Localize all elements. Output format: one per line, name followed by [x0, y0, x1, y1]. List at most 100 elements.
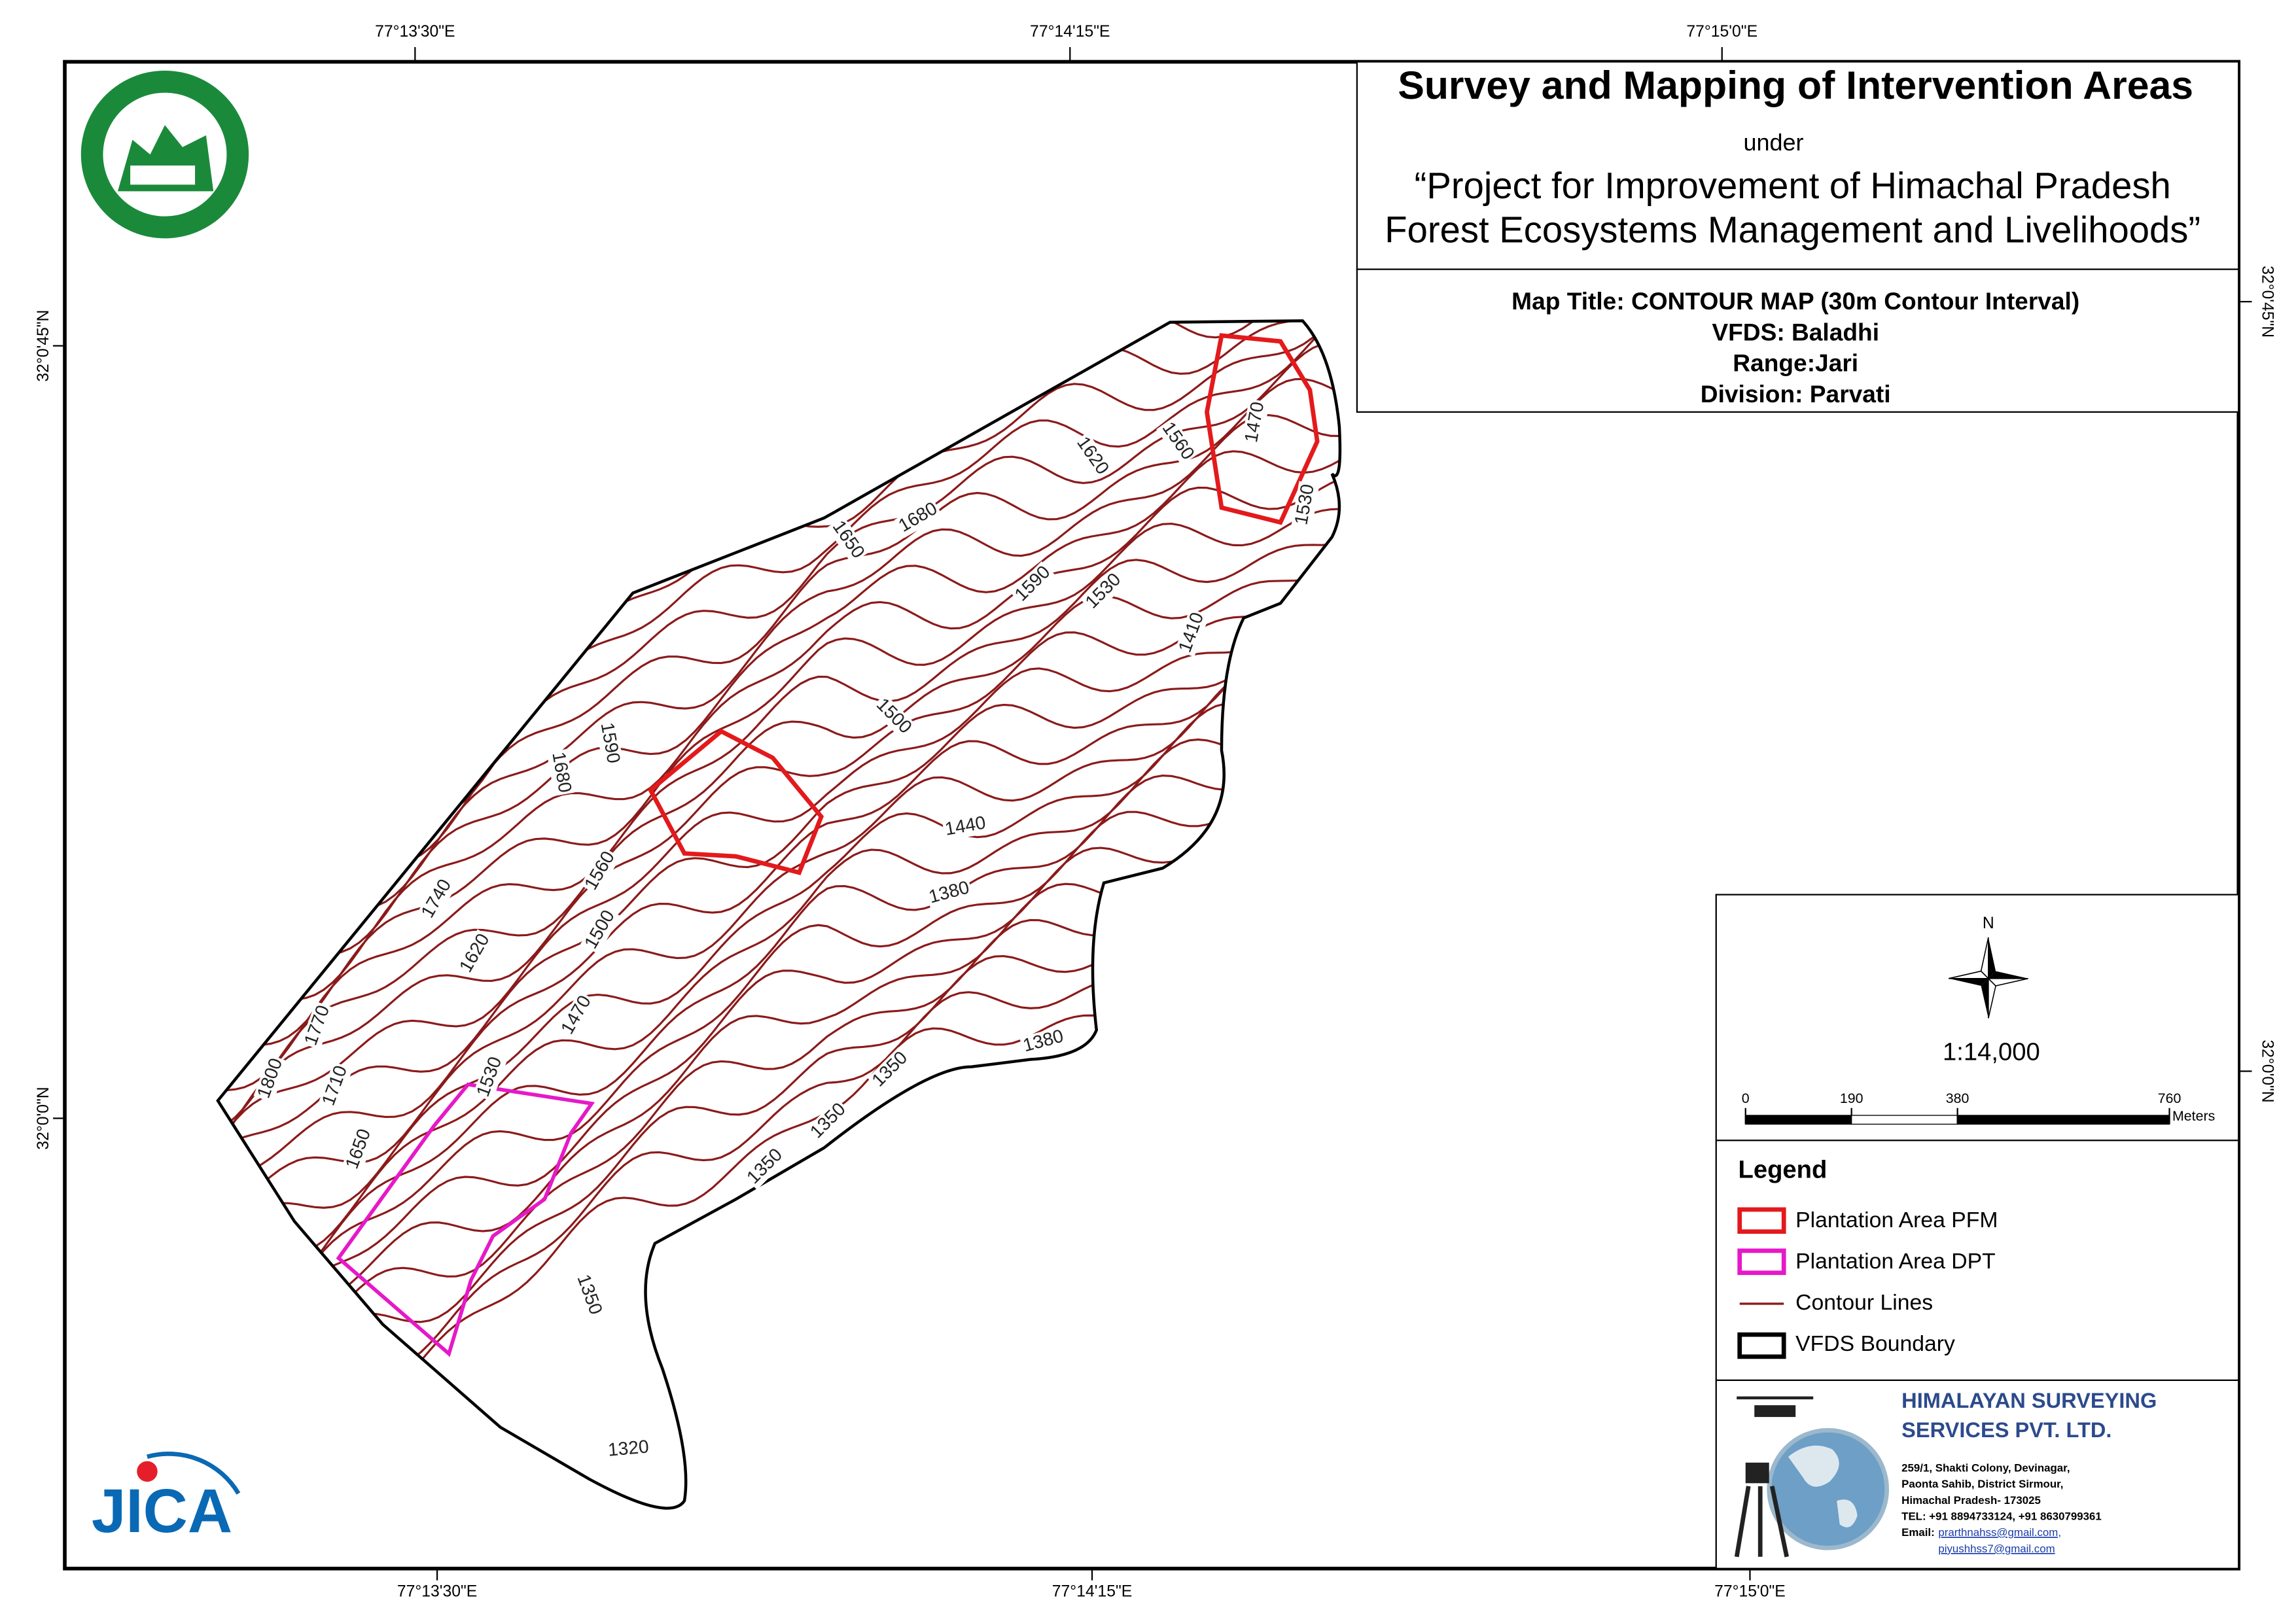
- division: Division: Parvati: [1701, 380, 1891, 408]
- label-halo: [870, 693, 917, 740]
- map-title: Map Title: CONTOUR MAP (30m Contour Inte…: [1511, 287, 2079, 315]
- company-phone: TEL: +91 8894733124, +91 8630799361: [1901, 1510, 2102, 1523]
- label-halo: [605, 1437, 652, 1462]
- info-box: [1356, 268, 2240, 413]
- coord-label: 77°15'0"E: [1714, 1582, 1786, 1600]
- title: Survey and Mapping of Intervention Areas: [1398, 63, 2193, 107]
- coord-label: 77°14'15"E: [1052, 1582, 1132, 1600]
- legend-item: Plantation Area DPT: [1795, 1249, 1996, 1274]
- scale-segment: [1851, 1115, 1958, 1125]
- label-halo: [1010, 561, 1057, 607]
- label-halo: [942, 812, 989, 841]
- scale-tick-label: 190: [1840, 1091, 1863, 1106]
- vfds: VFDS: Baladhi: [1712, 318, 1879, 345]
- company-name: SERVICES PVT. LTD.: [1901, 1418, 2111, 1442]
- label-halo: [557, 990, 597, 1040]
- label-halo: [1081, 568, 1127, 615]
- contour-label: 1320: [607, 1436, 650, 1459]
- email[interactable]: prarthnahss@gmail.com,: [1938, 1526, 2061, 1539]
- coord-label: 77°13'30"E: [375, 23, 455, 41]
- company-address: Himachal Pradesh- 173025: [1901, 1494, 2041, 1507]
- vfds-boundary: [216, 319, 1342, 1510]
- label-halo: [571, 1270, 607, 1319]
- north-arrow: [1948, 937, 2028, 1019]
- jica-text: JICA: [92, 1476, 232, 1546]
- contour-line: [217, 735, 1340, 1336]
- legend-item: Plantation Area PFM: [1795, 1208, 1998, 1232]
- range: Range:Jari: [1733, 349, 1858, 377]
- north-label: N: [1983, 915, 1994, 932]
- map-frame: [63, 60, 2241, 1571]
- contour-line: [217, 594, 1340, 1243]
- legend-swatch: [1737, 1207, 1786, 1234]
- scale-ratio: 1:14,000: [1943, 1038, 2040, 1066]
- label-halo: [417, 875, 457, 924]
- label-halo: [894, 498, 943, 538]
- company-name: HIMALAYAN SURVEYING: [1901, 1388, 2157, 1412]
- project-name: “Project for Improvement of Himachal Pra…: [1415, 165, 2171, 206]
- forest-department-logo: [80, 70, 249, 239]
- contour-line: [217, 558, 1340, 1223]
- label-halo: [253, 1054, 289, 1103]
- label-halo: [1019, 1026, 1068, 1058]
- scale-tick-label: 380: [1946, 1091, 1969, 1106]
- label-halo: [580, 846, 621, 896]
- coord-label: 77°13'30"E: [397, 1582, 477, 1600]
- company-address: 259/1, Shakti Colony, Devinagar,: [1901, 1461, 2070, 1474]
- contour-line: [217, 436, 1340, 1015]
- coordinates: 77°13'30"E 77°14'15"E 77°15'0"E 77°13'30"E 7…: [35, 23, 2276, 1600]
- label-halo: [595, 719, 624, 767]
- scale-unit: Meters: [2172, 1108, 2215, 1124]
- label-halo: [805, 1098, 852, 1144]
- label-halo: [1174, 608, 1210, 657]
- scale-tick-label: 760: [2158, 1091, 2181, 1106]
- label-halo: [546, 748, 575, 796]
- dpt-area: [336, 1082, 595, 1357]
- contour-line: [217, 732, 1340, 1355]
- coord-label: 77°14'15"E: [1030, 23, 1110, 41]
- contour-line: [217, 481, 1340, 1116]
- label-halo: [1291, 481, 1320, 529]
- jica-logo: JICA: [92, 1451, 241, 1546]
- legend-item: VFDS Boundary: [1795, 1331, 1955, 1356]
- label-halo: [472, 1053, 508, 1102]
- project-name: Forest Ecosystems Management and Livelih…: [1385, 209, 2200, 250]
- scale-segment: [1745, 1115, 1852, 1125]
- coord-label: 32°0'0"N: [35, 1087, 52, 1149]
- legend-swatch: [1737, 1332, 1786, 1359]
- contour-line: [217, 724, 1340, 1310]
- pfm-area: [1205, 333, 1320, 525]
- label-halo: [580, 905, 621, 954]
- company-logo: [1734, 1396, 1890, 1558]
- contour-line: [217, 483, 1340, 1093]
- legend-item: Contour Lines: [1795, 1290, 1933, 1315]
- label-halo: [925, 877, 974, 909]
- pfm-area: [647, 728, 824, 875]
- coord-label: 32°0'45"N: [2258, 266, 2276, 338]
- label-halo: [742, 1143, 788, 1190]
- label-halo: [1241, 398, 1270, 446]
- label-halo: [1070, 432, 1114, 480]
- label-halo: [1156, 417, 1199, 466]
- contour-line: [217, 490, 1340, 1142]
- label-halo: [318, 1061, 353, 1111]
- scale-bar: 0 190 380 760: [1742, 1091, 2181, 1125]
- company-address: Paonta Sahib, District Sirmour,: [1901, 1478, 2063, 1490]
- title-box: [1356, 61, 2240, 270]
- coord-label: 77°15'0"E: [1686, 23, 1757, 41]
- coord-label: 32°0'0"N: [2258, 1039, 2276, 1102]
- subtitle: under: [1743, 129, 1803, 156]
- email-label: Email:: [1901, 1526, 1935, 1539]
- label-halo: [342, 1125, 377, 1174]
- legend-swatch: [1737, 1248, 1786, 1276]
- contour-line: [217, 688, 1340, 1273]
- scale-tick-label: 0: [1742, 1091, 1750, 1106]
- label-halo: [867, 1047, 913, 1093]
- email[interactable]: piyushhss7@gmail.com: [1938, 1543, 2055, 1555]
- scale-segment: [1956, 1115, 2170, 1125]
- label-halo: [826, 515, 869, 565]
- label-halo: [300, 1001, 336, 1050]
- legend-title: Legend: [1738, 1156, 1827, 1184]
